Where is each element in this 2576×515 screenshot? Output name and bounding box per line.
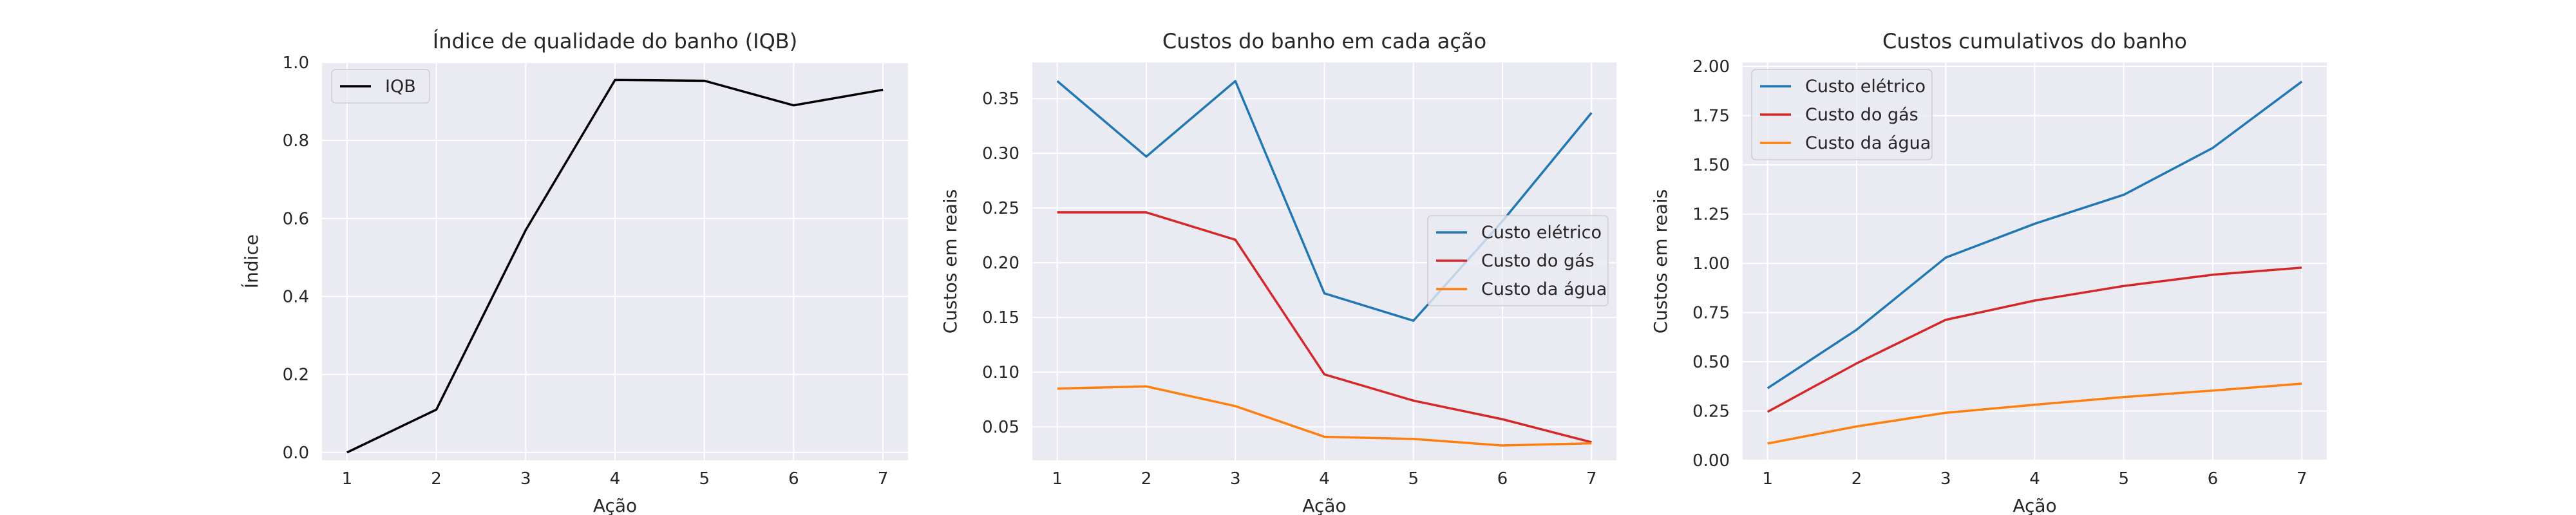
x-tick-label: 2 — [1141, 469, 1152, 489]
y-tick-label: 0.50 — [1692, 353, 1730, 372]
legend: IQB — [331, 69, 430, 104]
chart-panel-1: 1 2 3 4 5 6 7 0.0 0.2 0.4 0.6 0.8 1.0 Índice de quali… — [240, 29, 908, 515]
y-tick-label: 0.6 — [283, 209, 309, 229]
x-tick-label: 7 — [1586, 469, 1597, 489]
x-axis-label: Ação — [1302, 495, 1346, 515]
y-tick-label: 0.05 — [982, 418, 1019, 437]
legend: Custo elétrico Custo do gás Custo da água — [1427, 215, 1609, 306]
x-tick-label: 5 — [1408, 469, 1419, 489]
x-tick-label: 7 — [2297, 469, 2307, 489]
x-tick-label: 7 — [878, 469, 889, 489]
x-tick-label: 6 — [2208, 469, 2219, 489]
y-tick-label: 1.50 — [1692, 156, 1730, 175]
x-tick-label: 3 — [520, 469, 531, 489]
legend-label: Custo elétrico — [1481, 223, 1602, 243]
chart-title: Custos cumulativos do banho — [1882, 29, 2187, 53]
chart-title: Índice de qualidade do banho (IQB) — [433, 29, 797, 53]
x-tick-label: 1 — [1762, 469, 1773, 489]
legend-label: Custo da água — [1805, 133, 1931, 153]
chart-panel-2: 1 2 3 4 5 6 7 0.05 0.10 0.15 0.20 0.25 0.30 0.35 Custo… — [940, 29, 1616, 515]
y-tick-label: 0.4 — [283, 288, 309, 307]
x-tick-label: 2 — [1852, 469, 1862, 489]
y-tick-label: 1.75 — [1692, 107, 1730, 126]
x-tick-label: 6 — [1497, 469, 1508, 489]
y-tick-label: 0.75 — [1692, 304, 1730, 323]
x-tick-label: 1 — [342, 469, 353, 489]
chart-title: Custos do banho em cada ação — [1162, 29, 1486, 53]
x-axis-label: Ação — [593, 495, 637, 515]
y-tick-label: 1.00 — [1692, 254, 1730, 274]
x-tick-label: 1 — [1052, 469, 1063, 489]
x-tick-label: 4 — [1319, 469, 1330, 489]
y-tick-label: 0.2 — [283, 366, 309, 385]
x-tick-label: 4 — [2029, 469, 2040, 489]
y-tick-label: 0.35 — [982, 89, 1019, 109]
y-tick-label: 0.25 — [982, 199, 1019, 218]
series-line — [1057, 385, 1592, 447]
y-tick-label: 0.00 — [1692, 451, 1730, 471]
y-tick-label: 1.0 — [283, 53, 309, 73]
series-line — [346, 79, 884, 454]
y-axis-label: Custos em reais — [940, 189, 961, 334]
y-tick-label: 0.0 — [283, 444, 309, 463]
legend-label: Custo do gás — [1481, 251, 1595, 271]
y-tick-label: 1.25 — [1692, 205, 1730, 225]
legend-label: Custo elétrico — [1805, 77, 1926, 97]
y-tick-label: 0.25 — [1692, 402, 1730, 422]
legend-box — [331, 69, 430, 104]
series-line — [1057, 211, 1592, 444]
y-axis-label: Custos em reais — [1650, 189, 1671, 334]
x-axis-label: Ação — [2012, 495, 2056, 515]
x-tick-label: 5 — [699, 469, 710, 489]
legend-label: Custo da água — [1481, 279, 1607, 299]
chart-panel-3: 1 2 3 4 5 6 7 0.00 0.25 0.50 0.75 1.00 1.25 1.50 1.75 2… — [1650, 29, 2327, 515]
legend-box — [1427, 215, 1609, 306]
y-axis-label: Índice — [240, 234, 262, 288]
x-tick-label: 4 — [610, 469, 621, 489]
y-tick-label: 0.20 — [982, 254, 1019, 273]
series-line — [1766, 80, 2303, 389]
x-tick-label: 2 — [431, 469, 442, 489]
legend-label: Custo do gás — [1805, 105, 1918, 125]
x-tick-label: 5 — [2118, 469, 2129, 489]
legend-box — [1751, 69, 1933, 160]
x-tick-label: 6 — [788, 469, 799, 489]
legend: Custo elétrico Custo do gás Custo da água — [1751, 69, 1933, 160]
y-tick-label: 0.15 — [982, 308, 1019, 328]
series-line — [1767, 382, 2302, 445]
series-line — [1766, 267, 2302, 413]
y-tick-label: 0.30 — [982, 144, 1019, 164]
y-tick-label: 2.00 — [1692, 57, 1730, 77]
y-tick-label: 0.10 — [982, 363, 1019, 382]
y-tick-label: 0.8 — [283, 131, 309, 151]
legend-label: IQB — [385, 77, 416, 97]
x-tick-label: 3 — [1940, 469, 1951, 489]
x-tick-label: 3 — [1230, 469, 1241, 489]
